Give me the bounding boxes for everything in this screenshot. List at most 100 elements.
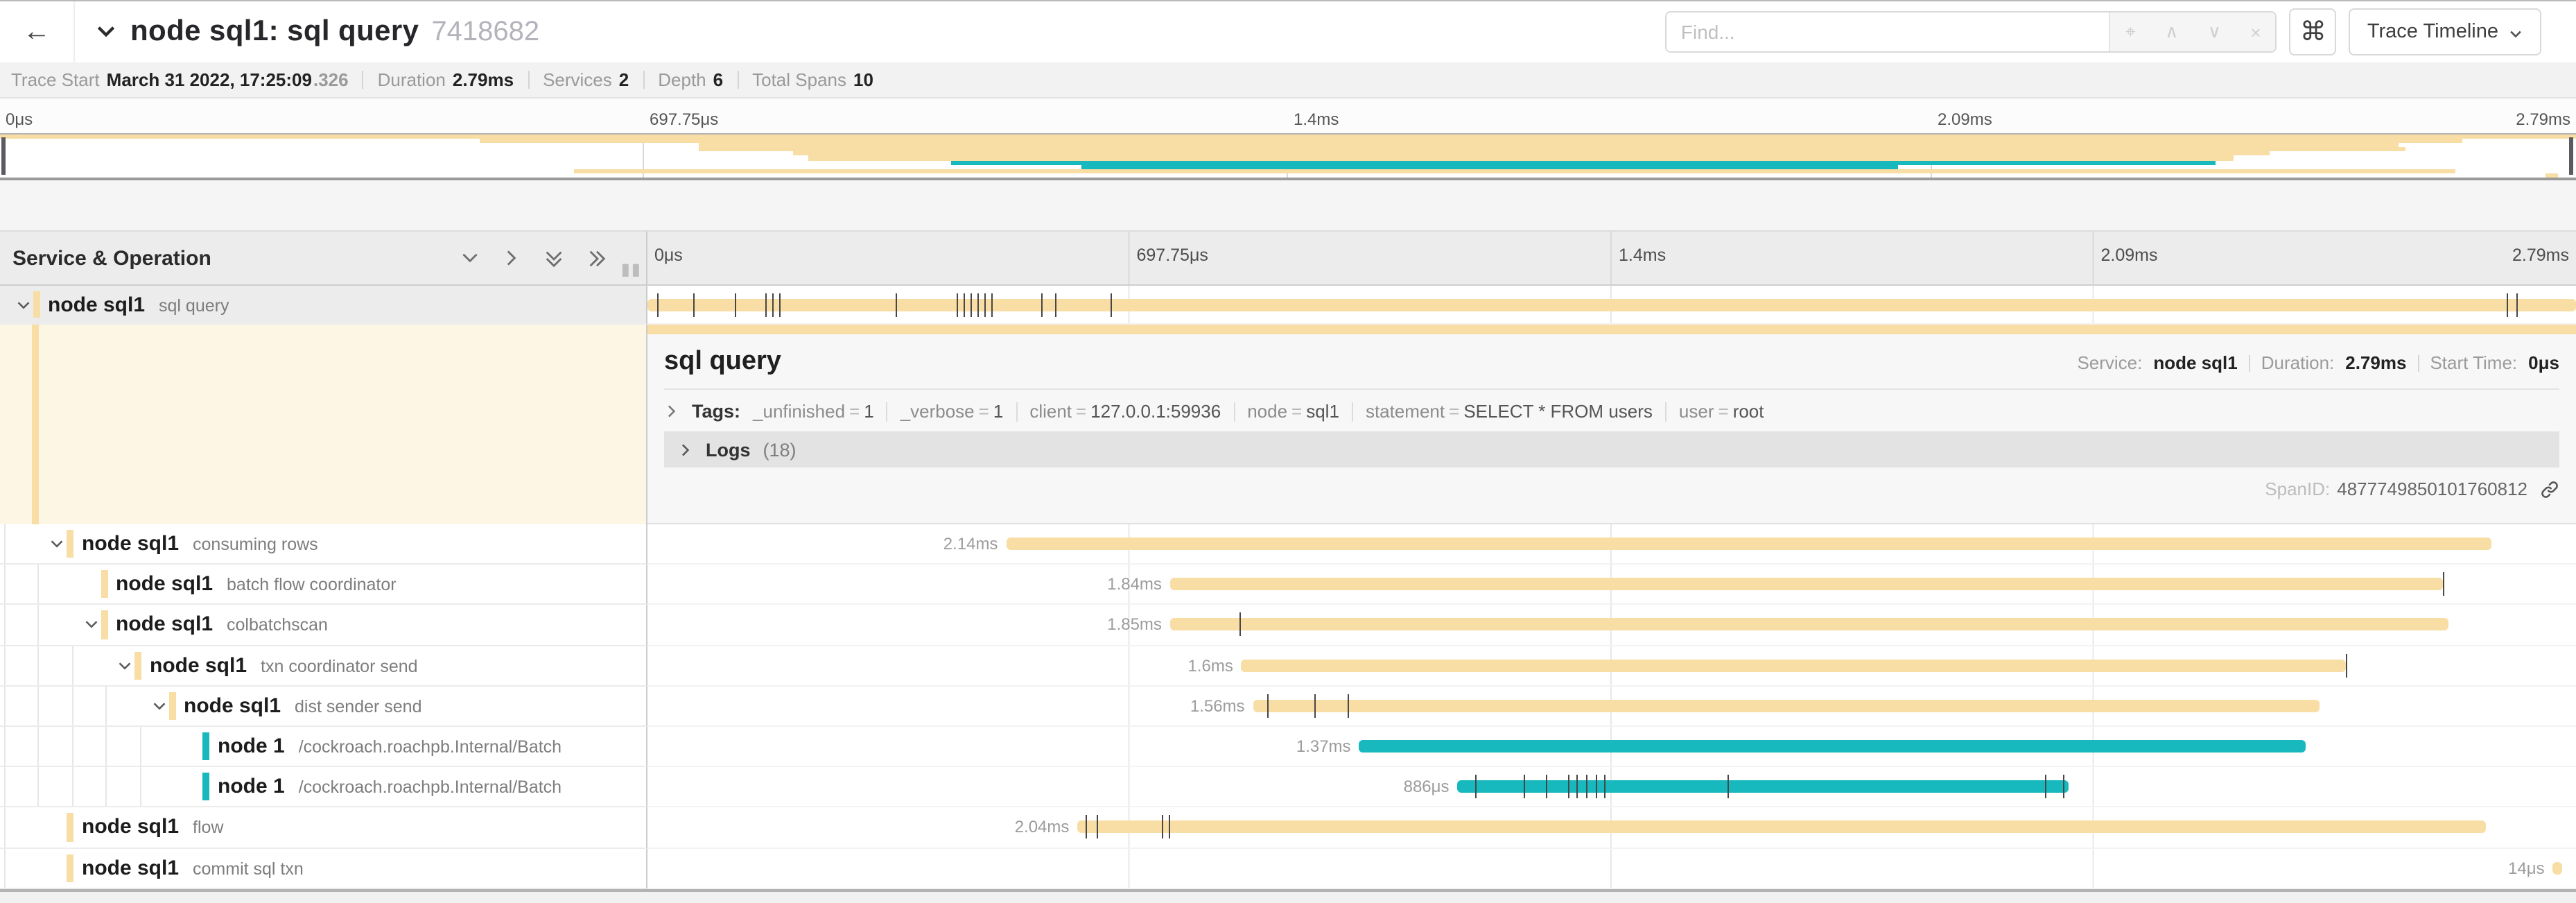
indent-guide xyxy=(37,726,39,766)
chevron-down-icon[interactable] xyxy=(15,296,31,313)
log-tick xyxy=(1041,293,1043,316)
span-timeline-cell[interactable]: 1.37ms xyxy=(647,726,2576,768)
span-tree-item[interactable]: node sql1 dist sender send xyxy=(0,686,647,727)
span-tree-item[interactable]: node sql1 txn coordinator send xyxy=(0,646,647,687)
span-tree-item[interactable]: node sql1 flow xyxy=(0,807,647,848)
span-timeline-cell[interactable]: 2.14ms xyxy=(647,524,2576,565)
page-title: node sql1: sql query xyxy=(130,15,419,46)
span-timeline-cell[interactable]: 2.04ms xyxy=(647,807,2576,848)
span-timeline-cell[interactable]: 1.85ms xyxy=(647,605,2576,646)
deep-link-icon[interactable] xyxy=(2540,479,2559,499)
logs-accordion[interactable]: Logs (18) xyxy=(664,431,2559,467)
service-label: Service: xyxy=(2077,352,2143,373)
indent-guide xyxy=(105,767,107,807)
chevron-down-icon[interactable] xyxy=(82,617,99,633)
span-duration-bar[interactable] xyxy=(1169,618,2449,631)
services-label: Services xyxy=(543,69,612,90)
span-tree-item[interactable]: node 1/cockroach.roachpb.Internal/Batch xyxy=(0,726,647,768)
expand-one-icon[interactable] xyxy=(502,248,521,268)
clear-search-icon[interactable]: × xyxy=(2250,22,2261,42)
span-timeline-cell[interactable]: 14μs xyxy=(647,848,2576,889)
trace-title-group[interactable]: node sql1: sql query 7418682 xyxy=(94,15,539,49)
chevron-down-icon[interactable] xyxy=(94,19,118,49)
indent-guide xyxy=(139,726,141,766)
services-value: 2 xyxy=(618,69,629,90)
span-tree-item[interactable]: node sql1 commit sql txn xyxy=(0,848,647,889)
span-duration-bar[interactable] xyxy=(1006,538,2491,551)
span-timeline-cell[interactable]: 1.84ms xyxy=(647,565,2576,605)
trace-start-ms: .326 xyxy=(313,69,349,90)
trace-minimap[interactable] xyxy=(0,133,2576,180)
locate-icon[interactable]: ⌖ xyxy=(2125,21,2136,42)
tick-label: 2.09ms xyxy=(1938,110,1992,129)
minimap-gap xyxy=(0,180,2576,230)
tags-accordion[interactable]: Tags: _unfinished = 1 _verbose = 1 client = 12… xyxy=(664,401,2559,422)
chevron-down-icon[interactable] xyxy=(150,698,167,714)
span-duration-bar[interactable] xyxy=(2552,861,2563,875)
span-tree-item[interactable]: node 1/cockroach.roachpb.Internal/Batch xyxy=(0,767,647,808)
minimap-span-bar xyxy=(0,135,2576,139)
divider xyxy=(1233,402,1235,421)
view-selector-button[interactable]: Trace Timeline xyxy=(2349,8,2541,55)
span-timeline-cell[interactable] xyxy=(647,286,2576,325)
collapse-all-icon[interactable] xyxy=(543,248,564,268)
service-color-bar xyxy=(134,651,141,680)
chevron-down-icon[interactable] xyxy=(116,657,133,673)
minimap-span-bar xyxy=(698,147,2406,152)
service-name: node sql1 dist sender send xyxy=(184,694,422,718)
span-duration-bar[interactable] xyxy=(647,298,2576,311)
find-input[interactable] xyxy=(1666,12,2109,51)
span-timeline-cell[interactable]: 1.56ms xyxy=(647,686,2576,727)
span-duration-bar[interactable] xyxy=(1241,659,2347,672)
divider xyxy=(2417,354,2419,371)
timeline-section-header: Service & Operation ▮▮ 0μs 697.75μs 1.4m… xyxy=(0,230,2576,286)
tag-item: statement = SELECT * FROM users xyxy=(1365,401,1653,422)
back-button[interactable]: ← xyxy=(0,1,75,62)
service-color-bar xyxy=(101,610,107,639)
collapse-one-icon[interactable] xyxy=(460,248,480,268)
span-duration-bar[interactable] xyxy=(1077,820,2486,834)
indent-guide xyxy=(3,726,5,766)
span-duration-bar[interactable] xyxy=(1359,740,2306,753)
span-timeline-cell[interactable]: 886μs xyxy=(647,767,2576,808)
span-tree-item[interactable]: node sql1 colbatchscan xyxy=(0,605,647,646)
span-timeline-cell[interactable]: 1.6ms xyxy=(647,646,2576,687)
divider xyxy=(1016,402,1018,421)
prev-match-icon[interactable]: ∧ xyxy=(2165,21,2179,42)
span-duration-bar[interactable] xyxy=(1457,780,2069,793)
column-resizer-handle[interactable]: ▮▮ xyxy=(620,259,642,279)
minimap-right-handle[interactable] xyxy=(2569,137,2573,175)
tag-item: _verbose = 1 xyxy=(900,401,1004,422)
trace-start-item: Trace Start March 31 2022, 17:25:09.326 xyxy=(11,69,349,90)
service-name: node 1/cockroach.roachpb.Internal/Batch xyxy=(218,775,562,799)
span-tree-item[interactable]: node sql1 batch flow coordinator xyxy=(0,565,647,605)
indent-guide xyxy=(139,767,141,807)
minimap-span-bar xyxy=(574,169,2455,173)
indent-guide xyxy=(3,807,5,847)
divider xyxy=(1664,402,1666,421)
span-tree-item[interactable]: node sql1 sql query xyxy=(0,286,647,325)
trace-info-bar: Trace Start March 31 2022, 17:25:09.326 … xyxy=(0,62,2576,98)
span-id-value: 4877749850101760812 xyxy=(2337,479,2527,499)
list-bottom-border xyxy=(0,888,2576,892)
expand-all-icon[interactable] xyxy=(586,248,607,268)
tick-label: 2.09ms xyxy=(2100,246,2158,265)
minimap-left-handle[interactable] xyxy=(1,137,6,175)
tag-item: user = root xyxy=(1678,401,1764,422)
indent-guide xyxy=(3,565,5,604)
total-spans-value: 10 xyxy=(853,69,873,90)
duration-label: Duration xyxy=(377,69,446,90)
next-match-icon[interactable]: ∨ xyxy=(2207,21,2221,42)
log-tick xyxy=(772,293,774,316)
span-duration-bar[interactable] xyxy=(1253,699,2320,712)
span-tree-item[interactable]: node sql1 consuming rows xyxy=(0,524,647,565)
selected-span-bar[interactable] xyxy=(647,325,2576,334)
span-duration-label: 2.14ms xyxy=(943,534,998,554)
keyboard-shortcuts-button[interactable]: ⌘ xyxy=(2289,8,2337,55)
span-row: node 1/cockroach.roachpb.Internal/Batch 1… xyxy=(0,726,2576,768)
span-duration-bar[interactable] xyxy=(1169,578,2443,591)
minimap-span-row xyxy=(0,160,2576,165)
log-tick xyxy=(1727,775,1729,799)
chevron-down-icon[interactable] xyxy=(49,535,65,552)
log-tick xyxy=(778,293,781,316)
